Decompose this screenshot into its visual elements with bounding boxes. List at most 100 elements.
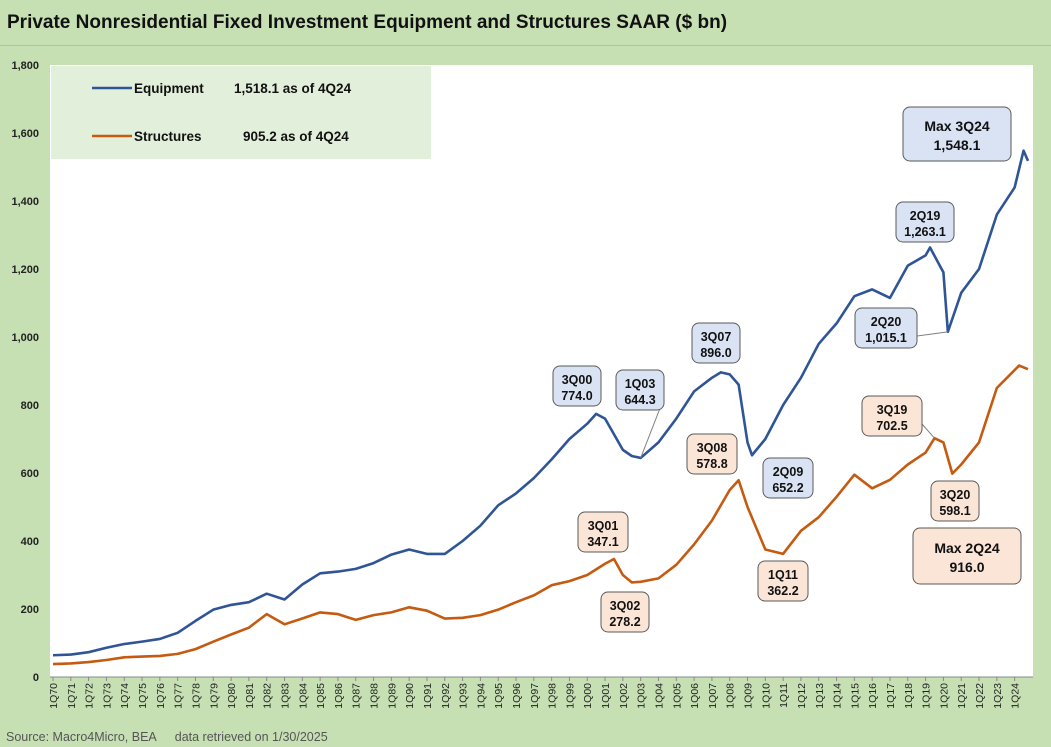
callout-value: 347.1 bbox=[587, 535, 618, 549]
x-tick-label: 1Q04 bbox=[653, 683, 665, 709]
callout-leader bbox=[916, 331, 948, 337]
x-tick-label: 1Q06 bbox=[689, 683, 701, 709]
x-tick-label: 1Q78 bbox=[190, 683, 202, 709]
structures-series-line bbox=[52, 364, 1029, 666]
x-tick-label: 1Q13 bbox=[814, 683, 826, 709]
x-tick-label: 1Q02 bbox=[618, 683, 630, 709]
callout-box bbox=[600, 591, 650, 633]
x-tick-label: 1Q14 bbox=[832, 683, 844, 709]
x-tick-label: 1Q15 bbox=[849, 683, 861, 709]
x-tick-label: 1Q00 bbox=[582, 683, 594, 709]
x-tick-label: 1Q10 bbox=[760, 683, 772, 709]
retrieved-note: data retrieved on 1/30/2025 bbox=[174, 730, 328, 744]
x-tick-label: 1Q86 bbox=[333, 683, 345, 709]
callout-value: 644.3 bbox=[624, 393, 655, 407]
callout-value: 598.1 bbox=[939, 504, 970, 518]
legend-box bbox=[51, 66, 431, 159]
y-tick-label: 1,400 bbox=[11, 196, 39, 208]
x-tick-label: 1Q20 bbox=[938, 683, 950, 709]
x-tick-label: 1Q87 bbox=[351, 683, 363, 709]
x-tick-label: 1Q70 bbox=[48, 683, 60, 709]
callout-value: 896.0 bbox=[700, 346, 731, 360]
x-tick-label: 1Q80 bbox=[226, 683, 238, 709]
title-bar: Private Nonresidential Fixed Investment … bbox=[0, 0, 1051, 46]
callout-value: 1,015.1 bbox=[865, 331, 907, 345]
callout-period: 3Q19 bbox=[877, 403, 908, 417]
x-tick-label: 1Q72 bbox=[84, 683, 96, 709]
callout-box bbox=[757, 560, 809, 602]
x-tick-label: 1Q95 bbox=[493, 683, 505, 709]
source-footer: Source: Macro4Micro, BEA data retrieved o… bbox=[6, 730, 328, 744]
callout-period: 2Q19 bbox=[910, 209, 941, 223]
x-tick-label: 1Q94 bbox=[475, 683, 487, 709]
x-tick-label: 1Q93 bbox=[458, 683, 470, 709]
x-tick-label: 1Q01 bbox=[600, 683, 612, 709]
x-tick-label: 1Q85 bbox=[315, 683, 327, 709]
y-tick-label: 600 bbox=[21, 468, 39, 480]
x-tick-label: 1Q98 bbox=[547, 683, 559, 709]
y-tick-label: 1,200 bbox=[11, 264, 39, 276]
callout-value: 916.0 bbox=[949, 559, 984, 575]
x-tick-label: 1Q92 bbox=[440, 683, 452, 709]
callout-period: 3Q01 bbox=[588, 519, 619, 533]
x-tick-label: 1Q81 bbox=[244, 683, 256, 709]
x-tick-label: 1Q73 bbox=[101, 683, 113, 709]
callout-box bbox=[577, 511, 629, 553]
x-tick-label: 1Q09 bbox=[743, 683, 755, 709]
x-tick-label: 1Q83 bbox=[280, 683, 292, 709]
callout-box bbox=[861, 395, 923, 437]
callout-value: 578.8 bbox=[696, 457, 727, 471]
callout-period: 3Q02 bbox=[610, 599, 641, 613]
x-tick-label: 1Q17 bbox=[885, 683, 897, 709]
callout-period: 1Q11 bbox=[768, 568, 798, 582]
x-tick-label: 1Q19 bbox=[921, 683, 933, 709]
x-tick-label: 1Q16 bbox=[867, 683, 879, 709]
equipment-series-line bbox=[52, 149, 1030, 657]
callout-period: 2Q20 bbox=[871, 315, 902, 329]
y-tick-label: 1,600 bbox=[11, 128, 39, 140]
callout-period: 3Q08 bbox=[697, 441, 728, 455]
callout-box bbox=[552, 365, 602, 407]
callout-value: 652.2 bbox=[772, 481, 803, 495]
x-tick-label: 1Q88 bbox=[369, 683, 381, 709]
y-tick-label: 1,000 bbox=[11, 332, 39, 344]
x-tick-label: 1Q22 bbox=[974, 683, 986, 709]
callout-box bbox=[686, 433, 738, 475]
line-chart: 0 200 400 600 800 1,000 1,200 1,400 1,600 1,800 1Q… bbox=[11, 60, 1033, 709]
callout-period: 3Q07 bbox=[701, 330, 732, 344]
x-tick-label: 1Q99 bbox=[564, 683, 576, 709]
callout-period: 3Q20 bbox=[940, 488, 971, 502]
y-tick-label: 400 bbox=[21, 536, 39, 548]
x-tick-label: 1Q07 bbox=[707, 683, 719, 709]
callout-box bbox=[615, 369, 665, 411]
callout-period: Max 2Q24 bbox=[934, 540, 1000, 556]
source-note: Source: Macro4Micro, BEA bbox=[6, 730, 157, 744]
callout-box bbox=[854, 307, 918, 349]
callout-period: Max 3Q24 bbox=[924, 118, 990, 134]
callout-value: 1,263.1 bbox=[904, 225, 946, 239]
x-tick-label: 1Q84 bbox=[297, 683, 309, 709]
x-tick-label: 1Q77 bbox=[173, 683, 185, 709]
y-tick-label: 0 bbox=[33, 672, 39, 684]
callout-box bbox=[930, 480, 980, 522]
structures-legend-name: Structures bbox=[134, 129, 202, 144]
x-tick-label: 1Q74 bbox=[119, 683, 131, 709]
x-tick-label: 1Q05 bbox=[671, 683, 683, 709]
x-tick-label: 1Q23 bbox=[992, 683, 1004, 709]
x-tick-label: 1Q75 bbox=[137, 683, 149, 709]
callout-value: 362.2 bbox=[767, 584, 798, 598]
x-tick-label: 1Q71 bbox=[66, 683, 78, 709]
x-tick-label: 1Q24 bbox=[1010, 683, 1022, 709]
equipment-legend-name: Equipment bbox=[134, 81, 204, 96]
callout-period: 3Q00 bbox=[562, 373, 593, 387]
x-tick-label: 1Q11 bbox=[778, 683, 790, 708]
callout-value: 278.2 bbox=[609, 615, 640, 629]
structures-legend-note: 905.2 as of 4Q24 bbox=[243, 129, 349, 144]
x-tick-label: 1Q21 bbox=[956, 683, 968, 709]
callout-box bbox=[895, 201, 955, 243]
callout-value: 702.5 bbox=[876, 419, 907, 433]
y-tick-label: 1,800 bbox=[11, 60, 39, 72]
x-tick-label: 1Q18 bbox=[903, 683, 915, 709]
x-tick-label: 1Q03 bbox=[636, 683, 648, 709]
x-tick-label: 1Q96 bbox=[511, 683, 523, 709]
